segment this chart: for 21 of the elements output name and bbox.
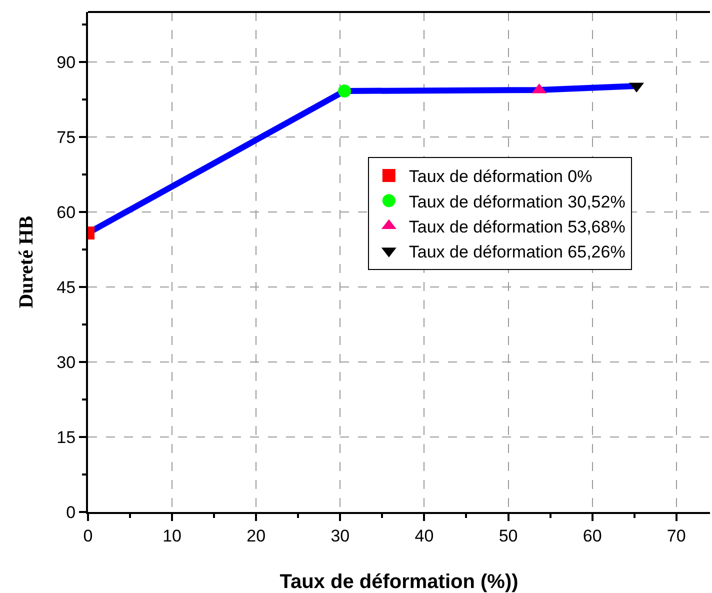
- x-tick-label: 20: [246, 526, 266, 546]
- x-tick-label: 40: [414, 526, 434, 546]
- legend-label: Taux de déformation 30,52%: [408, 192, 626, 212]
- y-tick-label: 0: [66, 502, 76, 522]
- legend-label: Taux de déformation 0%: [408, 167, 592, 186]
- x-tick-label: 50: [498, 526, 518, 546]
- x-tick-label: 0: [83, 526, 93, 546]
- y-axis-title: Dureté HB: [16, 216, 38, 308]
- legend-label: Taux de déformation 65,26%: [408, 242, 626, 262]
- x-tick-label: 10: [162, 526, 182, 546]
- y-tick-label: 90: [56, 52, 76, 72]
- x-axis-title: Taux de déformation (%)): [280, 571, 518, 593]
- y-tick-label: 60: [56, 202, 76, 222]
- x-tick-label: 60: [582, 526, 602, 546]
- x-tick-label: 70: [666, 526, 686, 546]
- y-tick-label: 45: [56, 278, 76, 297]
- y-tick-label: 30: [56, 352, 76, 372]
- y-tick-label: 15: [56, 428, 76, 447]
- y-tick-label: 75: [56, 128, 76, 147]
- legend-label: Taux de déformation 53,68%: [408, 217, 626, 236]
- x-tick-label: 30: [330, 526, 350, 546]
